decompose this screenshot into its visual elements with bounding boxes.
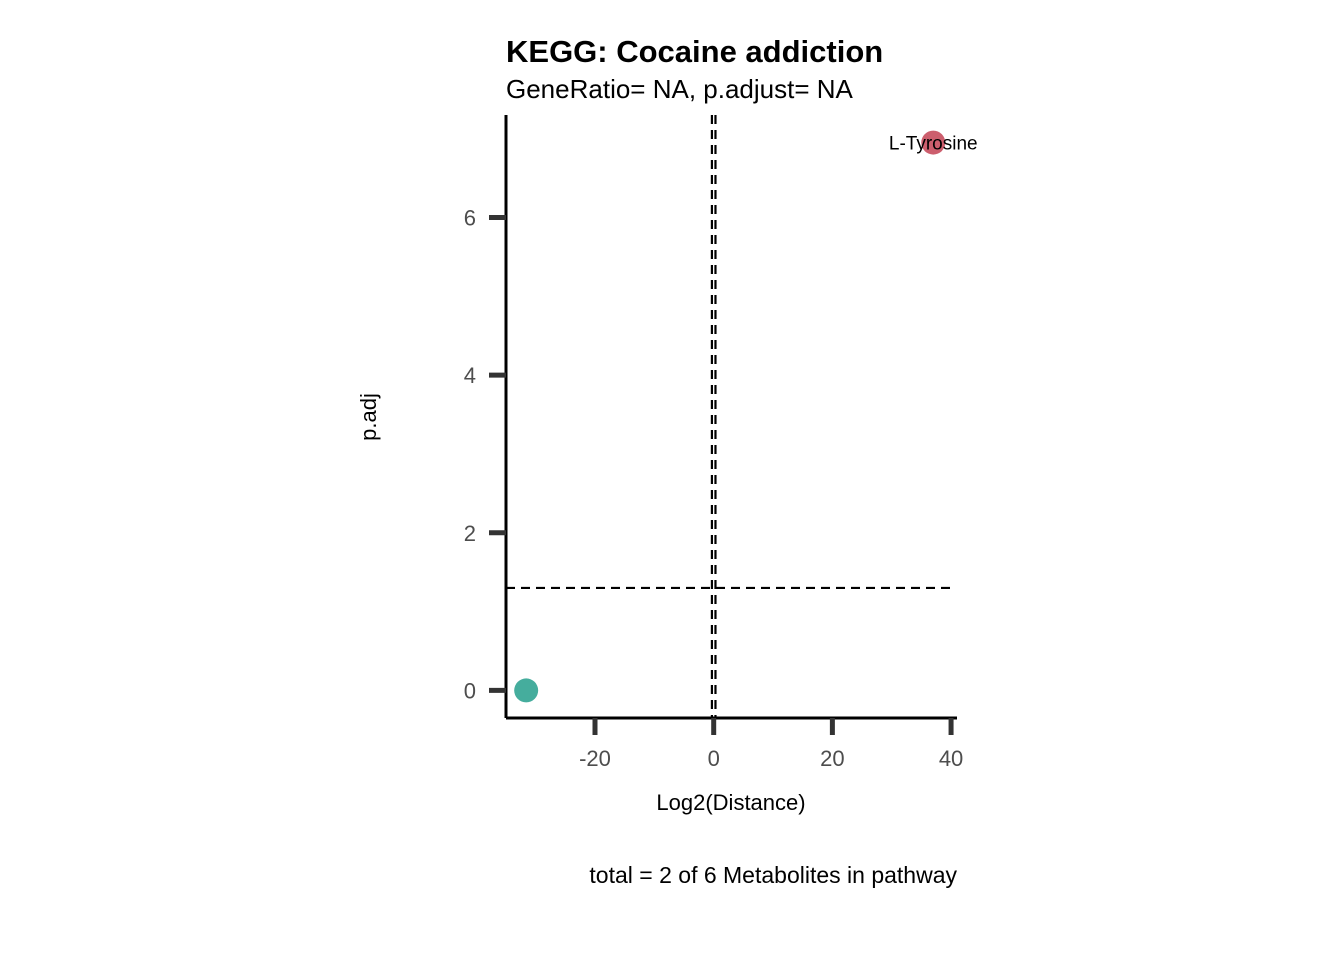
point-labels: L-Tyrosine [889,134,978,155]
x-tick-label: -20 [579,746,611,771]
y-tick-label: 6 [464,205,476,230]
y-tick-label: 4 [464,363,476,388]
reference-lines [506,115,951,718]
y-ticks: 0 2 4 6 [464,205,506,703]
data-point [514,678,539,703]
x-tick-label: 40 [939,746,963,771]
data-points [514,130,946,703]
chart-caption: total = 2 of 6 Metabolites in pathway [589,862,957,888]
chart-title: KEGG: Cocaine addiction [506,34,883,69]
y-tick-label: 2 [464,521,476,546]
axes [504,115,957,720]
x-axis-title: Log2(Distance) [656,790,805,815]
data-point [921,130,946,155]
point-label: L-Tyrosine [889,134,978,155]
x-ticks: -20 0 20 40 [579,718,963,771]
x-tick-label: 0 [708,746,720,771]
y-tick-label: 0 [464,678,476,703]
y-axis-title: p.adj [356,393,381,441]
x-tick-label: 20 [820,746,844,771]
chart-subtitle: GeneRatio= NA, p.adjust= NA [506,74,854,104]
